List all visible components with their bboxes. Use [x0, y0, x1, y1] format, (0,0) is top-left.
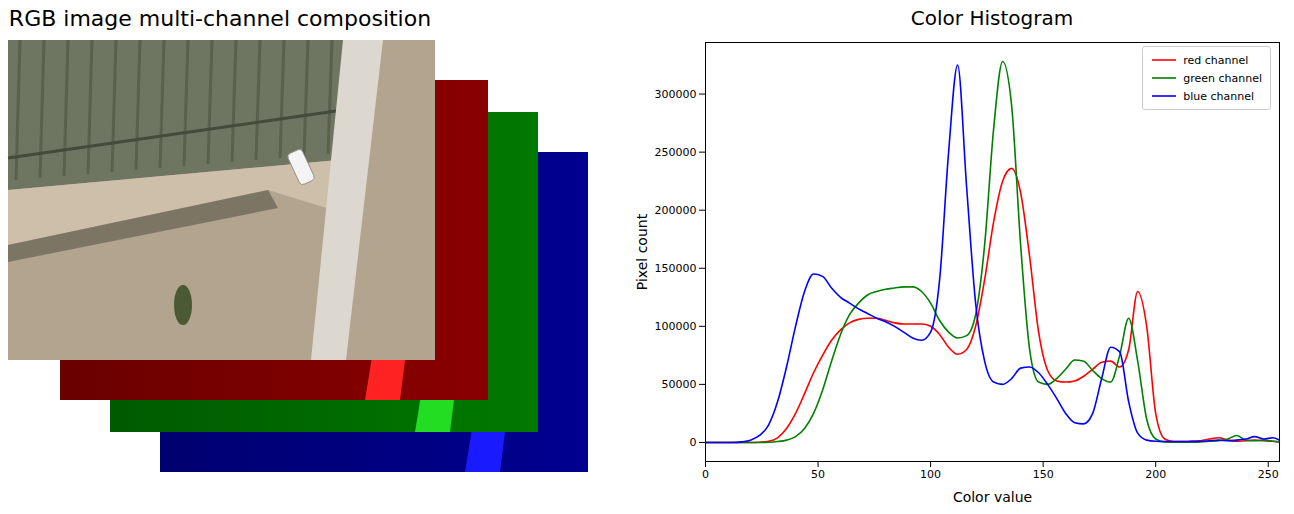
svg-text:150: 150	[1033, 468, 1054, 481]
svg-text:250: 250	[1258, 468, 1279, 481]
html-text:green channel: green channel	[1183, 71, 1262, 85]
svg-text:300000: 300000	[655, 88, 697, 101]
html-text:red channel: red channel	[1183, 53, 1249, 67]
svg-text:Pixel count: Pixel count	[634, 213, 650, 290]
html-text:blue channel: blue channel	[1183, 89, 1254, 103]
svg-text:Color value: Color value	[953, 489, 1032, 505]
svg-text:100000: 100000	[655, 320, 697, 333]
svg-text:0: 0	[690, 436, 697, 449]
svg-text:RGB image multi-channel compos: RGB image multi-channel composition	[9, 6, 431, 31]
svg-text:150000: 150000	[655, 262, 697, 275]
svg-text:50000: 50000	[662, 378, 697, 391]
svg-text:250000: 250000	[655, 146, 697, 159]
svg-text:200: 200	[1145, 468, 1166, 481]
svg-text:50: 50	[811, 468, 825, 481]
svg-text:100: 100	[920, 468, 941, 481]
svg-text:200000: 200000	[655, 204, 697, 217]
svg-text:0: 0	[702, 468, 709, 481]
html-text:Color Histogram: Color Histogram	[910, 6, 1074, 30]
